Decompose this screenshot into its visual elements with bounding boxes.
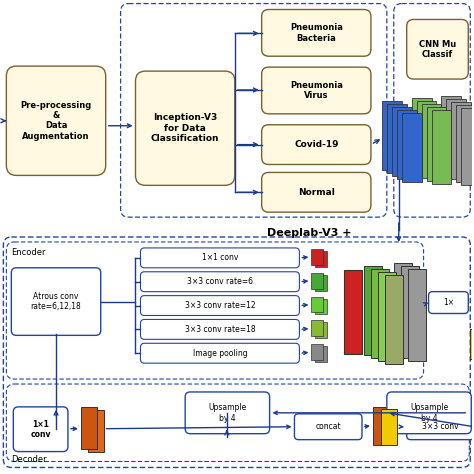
Text: 1×1
conv: 1×1 conv xyxy=(30,419,51,439)
Text: 3×3 conv: 3×3 conv xyxy=(422,422,459,431)
Bar xyxy=(387,104,407,173)
FancyBboxPatch shape xyxy=(387,392,471,434)
Text: Covid-19: Covid-19 xyxy=(294,140,338,149)
FancyBboxPatch shape xyxy=(407,414,474,440)
FancyBboxPatch shape xyxy=(136,71,235,185)
Text: Inception-V3
for Data
Classification: Inception-V3 for Data Classification xyxy=(151,113,219,143)
FancyBboxPatch shape xyxy=(140,272,300,292)
FancyBboxPatch shape xyxy=(262,9,371,56)
FancyBboxPatch shape xyxy=(185,392,270,434)
Bar xyxy=(311,320,323,337)
Bar xyxy=(456,105,474,182)
FancyBboxPatch shape xyxy=(11,268,101,335)
Text: 1×: 1× xyxy=(443,298,454,307)
Bar xyxy=(397,110,417,179)
Text: Pneumonia
Bacteria: Pneumonia Bacteria xyxy=(290,23,343,43)
Text: Pre-processing
&
Data
Augmentation: Pre-processing & Data Augmentation xyxy=(20,100,91,141)
Bar xyxy=(315,346,327,362)
Bar xyxy=(378,272,396,361)
Bar xyxy=(344,270,362,354)
Bar xyxy=(461,108,474,185)
FancyBboxPatch shape xyxy=(407,19,468,79)
Text: Decoder: Decoder xyxy=(11,455,47,464)
Bar xyxy=(392,107,411,176)
Bar xyxy=(373,407,389,445)
Bar xyxy=(441,96,461,173)
Text: Deeplab-V3 +: Deeplab-V3 + xyxy=(267,228,352,238)
Text: 3×3 conv rate=12: 3×3 conv rate=12 xyxy=(184,301,255,310)
Bar xyxy=(447,99,466,176)
Bar xyxy=(431,110,451,184)
Text: Normal: Normal xyxy=(298,188,335,197)
Bar xyxy=(315,299,327,314)
Bar xyxy=(408,269,426,361)
Text: CNN Mu
Classif: CNN Mu Classif xyxy=(419,39,456,59)
Bar xyxy=(311,249,323,265)
Bar xyxy=(411,98,431,173)
Text: Upsample
by 4: Upsample by 4 xyxy=(410,403,448,422)
Bar xyxy=(311,273,323,289)
FancyBboxPatch shape xyxy=(262,125,371,164)
Bar xyxy=(382,101,402,171)
Text: 3×3 conv rate=6: 3×3 conv rate=6 xyxy=(187,277,253,286)
Bar xyxy=(417,101,437,175)
FancyBboxPatch shape xyxy=(13,407,68,452)
Bar xyxy=(371,269,389,358)
Bar xyxy=(315,275,327,291)
Bar xyxy=(88,410,104,452)
Bar xyxy=(427,107,447,182)
Bar xyxy=(401,266,419,358)
Text: Encoder: Encoder xyxy=(11,248,46,257)
FancyBboxPatch shape xyxy=(262,67,371,114)
Bar xyxy=(421,104,441,178)
FancyBboxPatch shape xyxy=(140,296,300,316)
FancyBboxPatch shape xyxy=(140,319,300,339)
Bar xyxy=(451,102,471,179)
Bar xyxy=(81,407,97,448)
Text: 3×3 conv rate=18: 3×3 conv rate=18 xyxy=(184,325,255,334)
Bar xyxy=(364,266,382,355)
Bar xyxy=(315,322,327,338)
Bar xyxy=(315,251,327,267)
Text: 1×1 conv: 1×1 conv xyxy=(202,254,238,263)
Bar xyxy=(381,409,397,445)
Text: Atrous conv
rate=6,12,18: Atrous conv rate=6,12,18 xyxy=(31,292,82,311)
FancyBboxPatch shape xyxy=(140,248,300,268)
FancyBboxPatch shape xyxy=(294,414,362,440)
FancyBboxPatch shape xyxy=(428,292,468,313)
Text: Image pooling: Image pooling xyxy=(192,349,247,358)
Text: concat: concat xyxy=(315,422,341,431)
Bar xyxy=(385,275,403,364)
Bar xyxy=(470,329,474,359)
Bar xyxy=(402,113,421,182)
Bar xyxy=(311,297,323,312)
Text: Upsample
by 4: Upsample by 4 xyxy=(208,403,246,422)
FancyBboxPatch shape xyxy=(262,173,371,212)
Text: Pneumonia
Virus: Pneumonia Virus xyxy=(290,81,343,100)
Bar xyxy=(311,344,323,360)
FancyBboxPatch shape xyxy=(140,343,300,363)
Bar xyxy=(394,263,411,355)
FancyBboxPatch shape xyxy=(6,66,106,175)
